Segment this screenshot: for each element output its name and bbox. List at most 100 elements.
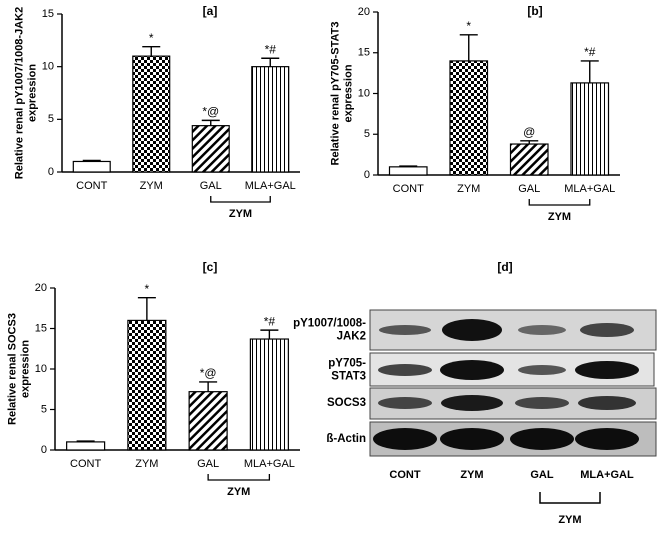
x-tick-label: CONT [76,180,107,192]
x-tick-label: ZYM [457,183,480,195]
error-bar [142,45,161,57]
error-bar [201,119,220,126]
row-label: SOCS3 [327,397,366,409]
x-tick-label: CONT [393,183,424,195]
error-bar [76,440,95,442]
bar [509,143,549,176]
x-tick-label: CONT [70,458,101,470]
bar [570,82,610,176]
y-tick-label: 5 [48,113,54,125]
bar [388,166,428,176]
y-tick-label: 20 [358,6,370,18]
bar [132,55,171,173]
y-tick-label: 0 [48,166,54,178]
y-axis-label: Relative renal SOCS3 [6,313,18,425]
bar [449,60,489,176]
y-tick-label: 15 [35,322,47,334]
band [440,360,504,380]
y-tick-label: 20 [35,282,47,294]
band [378,397,432,409]
row-label: pY1007/1008- [293,318,366,330]
band [379,325,431,335]
y-axis-label: Relative renal pY1007/1008-JAK2 [13,7,25,179]
annotation: * [149,31,154,45]
group-label: ZYM [227,486,250,498]
y-tick-label: 5 [41,403,47,415]
annotation: * [466,19,471,33]
band [515,397,569,409]
band [518,325,566,335]
group-bracket [528,199,591,206]
chart-title: [c] [203,260,218,274]
y-axis-label: expression [26,64,38,122]
bar [72,160,111,173]
annotation: *@ [200,366,217,380]
band [510,428,574,450]
error-bar [137,297,156,321]
x-tick-label: ZYM [135,458,158,470]
y-tick-label: 10 [358,87,370,99]
y-tick-label: 15 [42,8,54,20]
chart-title: [a] [203,4,218,18]
error-bar [399,165,418,167]
error-bar [261,57,280,67]
group-bracket [207,474,271,481]
bar [191,125,230,173]
y-tick-label: 0 [364,169,370,181]
bar [127,319,167,451]
band [578,396,636,410]
band [373,428,437,450]
band [378,364,432,376]
annotation: *# [265,42,277,56]
chart-title: [b] [527,4,542,18]
band [580,323,634,337]
annotation: * [145,282,150,296]
bar [188,391,228,451]
y-axis-label: expression [342,64,354,122]
x-tick-label: MLA+GAL [245,180,296,192]
y-axis-label: expression [19,340,31,398]
y-tick-label: 5 [364,128,370,140]
error-bar [459,34,478,61]
bar [249,338,289,451]
row-label: pY705- [328,358,366,370]
x-tick-label: GAL [197,458,219,470]
y-tick-label: 15 [358,47,370,59]
error-bar [580,60,599,83]
x-tick-label: GAL [518,183,540,195]
western-blot: [d] pY1007/1008-JAK2 pY705-STAT3 SOCS3 ß-Ac… [293,260,657,526]
group-bracket [210,196,271,203]
column-label: CONT [389,469,420,481]
error-bar [82,159,101,162]
row-label: JAK2 [337,331,366,343]
y-axis-label: Relative renal pY705-STAT3 [329,22,341,166]
y-tick-label: 0 [41,444,47,456]
column-label: ZYM [460,469,483,481]
annotation: @ [523,125,535,139]
panel-title: [d] [497,260,512,274]
row-label: ß-Actin [326,433,366,445]
group-label: ZYM [229,208,252,220]
x-tick-label: GAL [200,180,222,192]
column-label: MLA+GAL [580,469,634,481]
group-label: ZYM [558,514,581,526]
row-label: STAT3 [331,371,366,383]
y-tick-label: 10 [35,363,47,375]
x-tick-label: MLA+GAL [244,458,295,470]
bar [66,441,106,451]
band [440,428,504,450]
band [518,365,566,375]
error-bar [199,381,218,392]
group-label: ZYM [548,211,571,223]
group-bracket [539,492,601,504]
error-bar [260,329,279,340]
error-bar [520,140,539,145]
band [575,361,639,379]
annotation: *# [584,45,596,59]
band [575,428,639,450]
annotation: *# [264,314,276,328]
column-label: GAL [530,469,554,481]
y-tick-label: 10 [42,61,54,73]
annotation: *@ [202,105,219,119]
